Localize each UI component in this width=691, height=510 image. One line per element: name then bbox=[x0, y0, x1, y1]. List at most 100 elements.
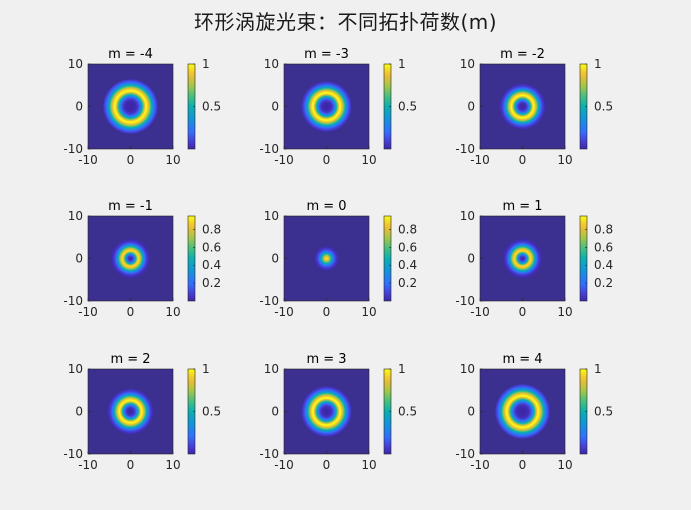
beam-intensity--3 bbox=[301, 81, 352, 132]
beam-intensity--1 bbox=[110, 238, 151, 279]
x-tick-label: -10 bbox=[274, 153, 294, 167]
y-tick-label: 10 bbox=[264, 57, 279, 71]
x-tick-label: -10 bbox=[470, 153, 490, 167]
subplot-m-3: m = 3 -10 0 10 -10 0 10 0.5 1 bbox=[259, 352, 417, 472]
colorbar-tick-label: 0.5 bbox=[202, 100, 221, 114]
colorbar-tick-label: 1 bbox=[594, 362, 602, 376]
colorbar bbox=[383, 215, 392, 302]
x-tick-label: 10 bbox=[557, 153, 572, 167]
y-tick-label: 0 bbox=[75, 405, 83, 419]
subplot-title: m = -3 bbox=[304, 47, 349, 62]
x-tick-label: 10 bbox=[165, 305, 180, 319]
subplot-m--3: m = -3 -10 0 10 -10 0 10 0.5 1 bbox=[259, 47, 417, 167]
x-tick-label: 10 bbox=[165, 153, 180, 167]
colorbar-tick-label: 0.2 bbox=[202, 276, 221, 290]
colorbar-tick-label: 1 bbox=[398, 57, 406, 71]
x-tick-label: -10 bbox=[470, 305, 490, 319]
colorbar-tick-label: 0.5 bbox=[398, 100, 417, 114]
subplot-m-4: m = 4 -10 0 10 -10 0 10 0.5 1 bbox=[455, 352, 613, 472]
y-tick-label: 10 bbox=[68, 209, 83, 223]
colorbar-tick-label: 0.4 bbox=[398, 258, 417, 272]
colorbar-tick-label: 0.4 bbox=[202, 258, 221, 272]
subplot-m--4: m = -4 -10 0 10 -10 0 10 0.5 1 bbox=[63, 47, 221, 167]
x-tick-label: 10 bbox=[557, 458, 572, 472]
x-tick-label: 0 bbox=[127, 305, 135, 319]
colorbar-tick-label: 0.4 bbox=[594, 258, 613, 272]
beam-intensity-2 bbox=[107, 388, 154, 435]
x-tick-label: 10 bbox=[361, 458, 376, 472]
colorbar bbox=[579, 215, 588, 302]
y-tick-label: -10 bbox=[259, 294, 279, 308]
y-tick-label: 0 bbox=[271, 100, 279, 114]
subplot-title: m = 1 bbox=[502, 199, 542, 214]
x-tick-label: 10 bbox=[361, 153, 376, 167]
beam-intensity--4 bbox=[103, 79, 158, 134]
beam-intensity--2 bbox=[499, 83, 546, 130]
subplot-m-1: m = 1 -10 0 10 -10 0 10 0.2 0.4 0.6 0.8 bbox=[455, 199, 613, 319]
colorbar-tick-label: 0.5 bbox=[202, 405, 221, 419]
colorbar-tick-label: 0.2 bbox=[398, 276, 417, 290]
subplot-title: m = 3 bbox=[306, 352, 346, 367]
colorbar-tick-label: 0.2 bbox=[594, 276, 613, 290]
y-tick-label: 0 bbox=[271, 405, 279, 419]
y-tick-label: 0 bbox=[271, 252, 279, 266]
x-tick-label: 0 bbox=[323, 305, 331, 319]
colorbar-tick-label: 0.8 bbox=[398, 222, 417, 236]
x-tick-label: -10 bbox=[274, 305, 294, 319]
y-tick-label: -10 bbox=[455, 294, 475, 308]
beam-intensity-4 bbox=[495, 384, 550, 439]
subplot-title: m = 0 bbox=[306, 199, 346, 214]
x-tick-label: 10 bbox=[165, 458, 180, 472]
colorbar-tick-label: 1 bbox=[594, 57, 602, 71]
x-tick-label: 0 bbox=[519, 305, 527, 319]
y-tick-label: -10 bbox=[63, 294, 83, 308]
y-tick-label: 0 bbox=[467, 405, 475, 419]
y-tick-label: -10 bbox=[455, 142, 475, 156]
y-tick-label: -10 bbox=[259, 447, 279, 461]
x-tick-label: 0 bbox=[323, 153, 331, 167]
colorbar-tick-label: 1 bbox=[398, 362, 406, 376]
y-tick-label: 10 bbox=[68, 57, 83, 71]
x-tick-label: -10 bbox=[78, 305, 98, 319]
subplot-title: m = -1 bbox=[108, 199, 153, 214]
subplot-m--1: m = -1 -10 0 10 -10 0 10 0.2 0.4 0.6 0.8 bbox=[63, 199, 221, 319]
colorbar bbox=[187, 215, 196, 302]
y-tick-label: 10 bbox=[264, 209, 279, 223]
y-tick-label: 10 bbox=[68, 362, 83, 376]
colorbar-tick-label: 1 bbox=[202, 57, 210, 71]
subplot-title: m = 4 bbox=[502, 352, 542, 367]
subplot-title: m = -2 bbox=[500, 47, 545, 62]
y-tick-label: -10 bbox=[259, 142, 279, 156]
colorbar-tick-label: 0.6 bbox=[398, 240, 417, 254]
subplot-m-2: m = 2 -10 0 10 -10 0 10 0.5 1 bbox=[63, 352, 221, 472]
x-tick-label: 0 bbox=[519, 458, 527, 472]
y-tick-label: 0 bbox=[75, 252, 83, 266]
x-tick-label: -10 bbox=[78, 153, 98, 167]
subplot-m--2: m = -2 -10 0 10 -10 0 10 0.5 1 bbox=[455, 47, 613, 167]
colorbar-tick-label: 0.5 bbox=[398, 405, 417, 419]
beam-intensity-0 bbox=[314, 246, 339, 271]
x-tick-label: 0 bbox=[323, 458, 331, 472]
y-tick-label: -10 bbox=[63, 142, 83, 156]
x-tick-label: 0 bbox=[127, 153, 135, 167]
subplot-title: m = 2 bbox=[110, 352, 150, 367]
x-tick-label: 0 bbox=[519, 153, 527, 167]
y-tick-label: 0 bbox=[467, 252, 475, 266]
x-tick-label: 10 bbox=[557, 305, 572, 319]
x-tick-label: 0 bbox=[127, 458, 135, 472]
subplot-m-0: m = 0 -10 0 10 -10 0 10 0.2 0.4 0.6 0.8 bbox=[259, 199, 417, 319]
colorbar-tick-label: 0.5 bbox=[594, 405, 613, 419]
x-tick-label: 10 bbox=[361, 305, 376, 319]
y-tick-label: 0 bbox=[467, 100, 475, 114]
y-tick-label: -10 bbox=[63, 447, 83, 461]
y-tick-label: 10 bbox=[460, 209, 475, 223]
colorbar-tick-label: 1 bbox=[202, 362, 210, 376]
x-tick-label: -10 bbox=[274, 458, 294, 472]
colorbar-tick-label: 0.8 bbox=[594, 222, 613, 236]
y-tick-label: 10 bbox=[264, 362, 279, 376]
x-tick-label: -10 bbox=[470, 458, 490, 472]
x-tick-label: -10 bbox=[78, 458, 98, 472]
colorbar-tick-label: 0.8 bbox=[202, 222, 221, 236]
